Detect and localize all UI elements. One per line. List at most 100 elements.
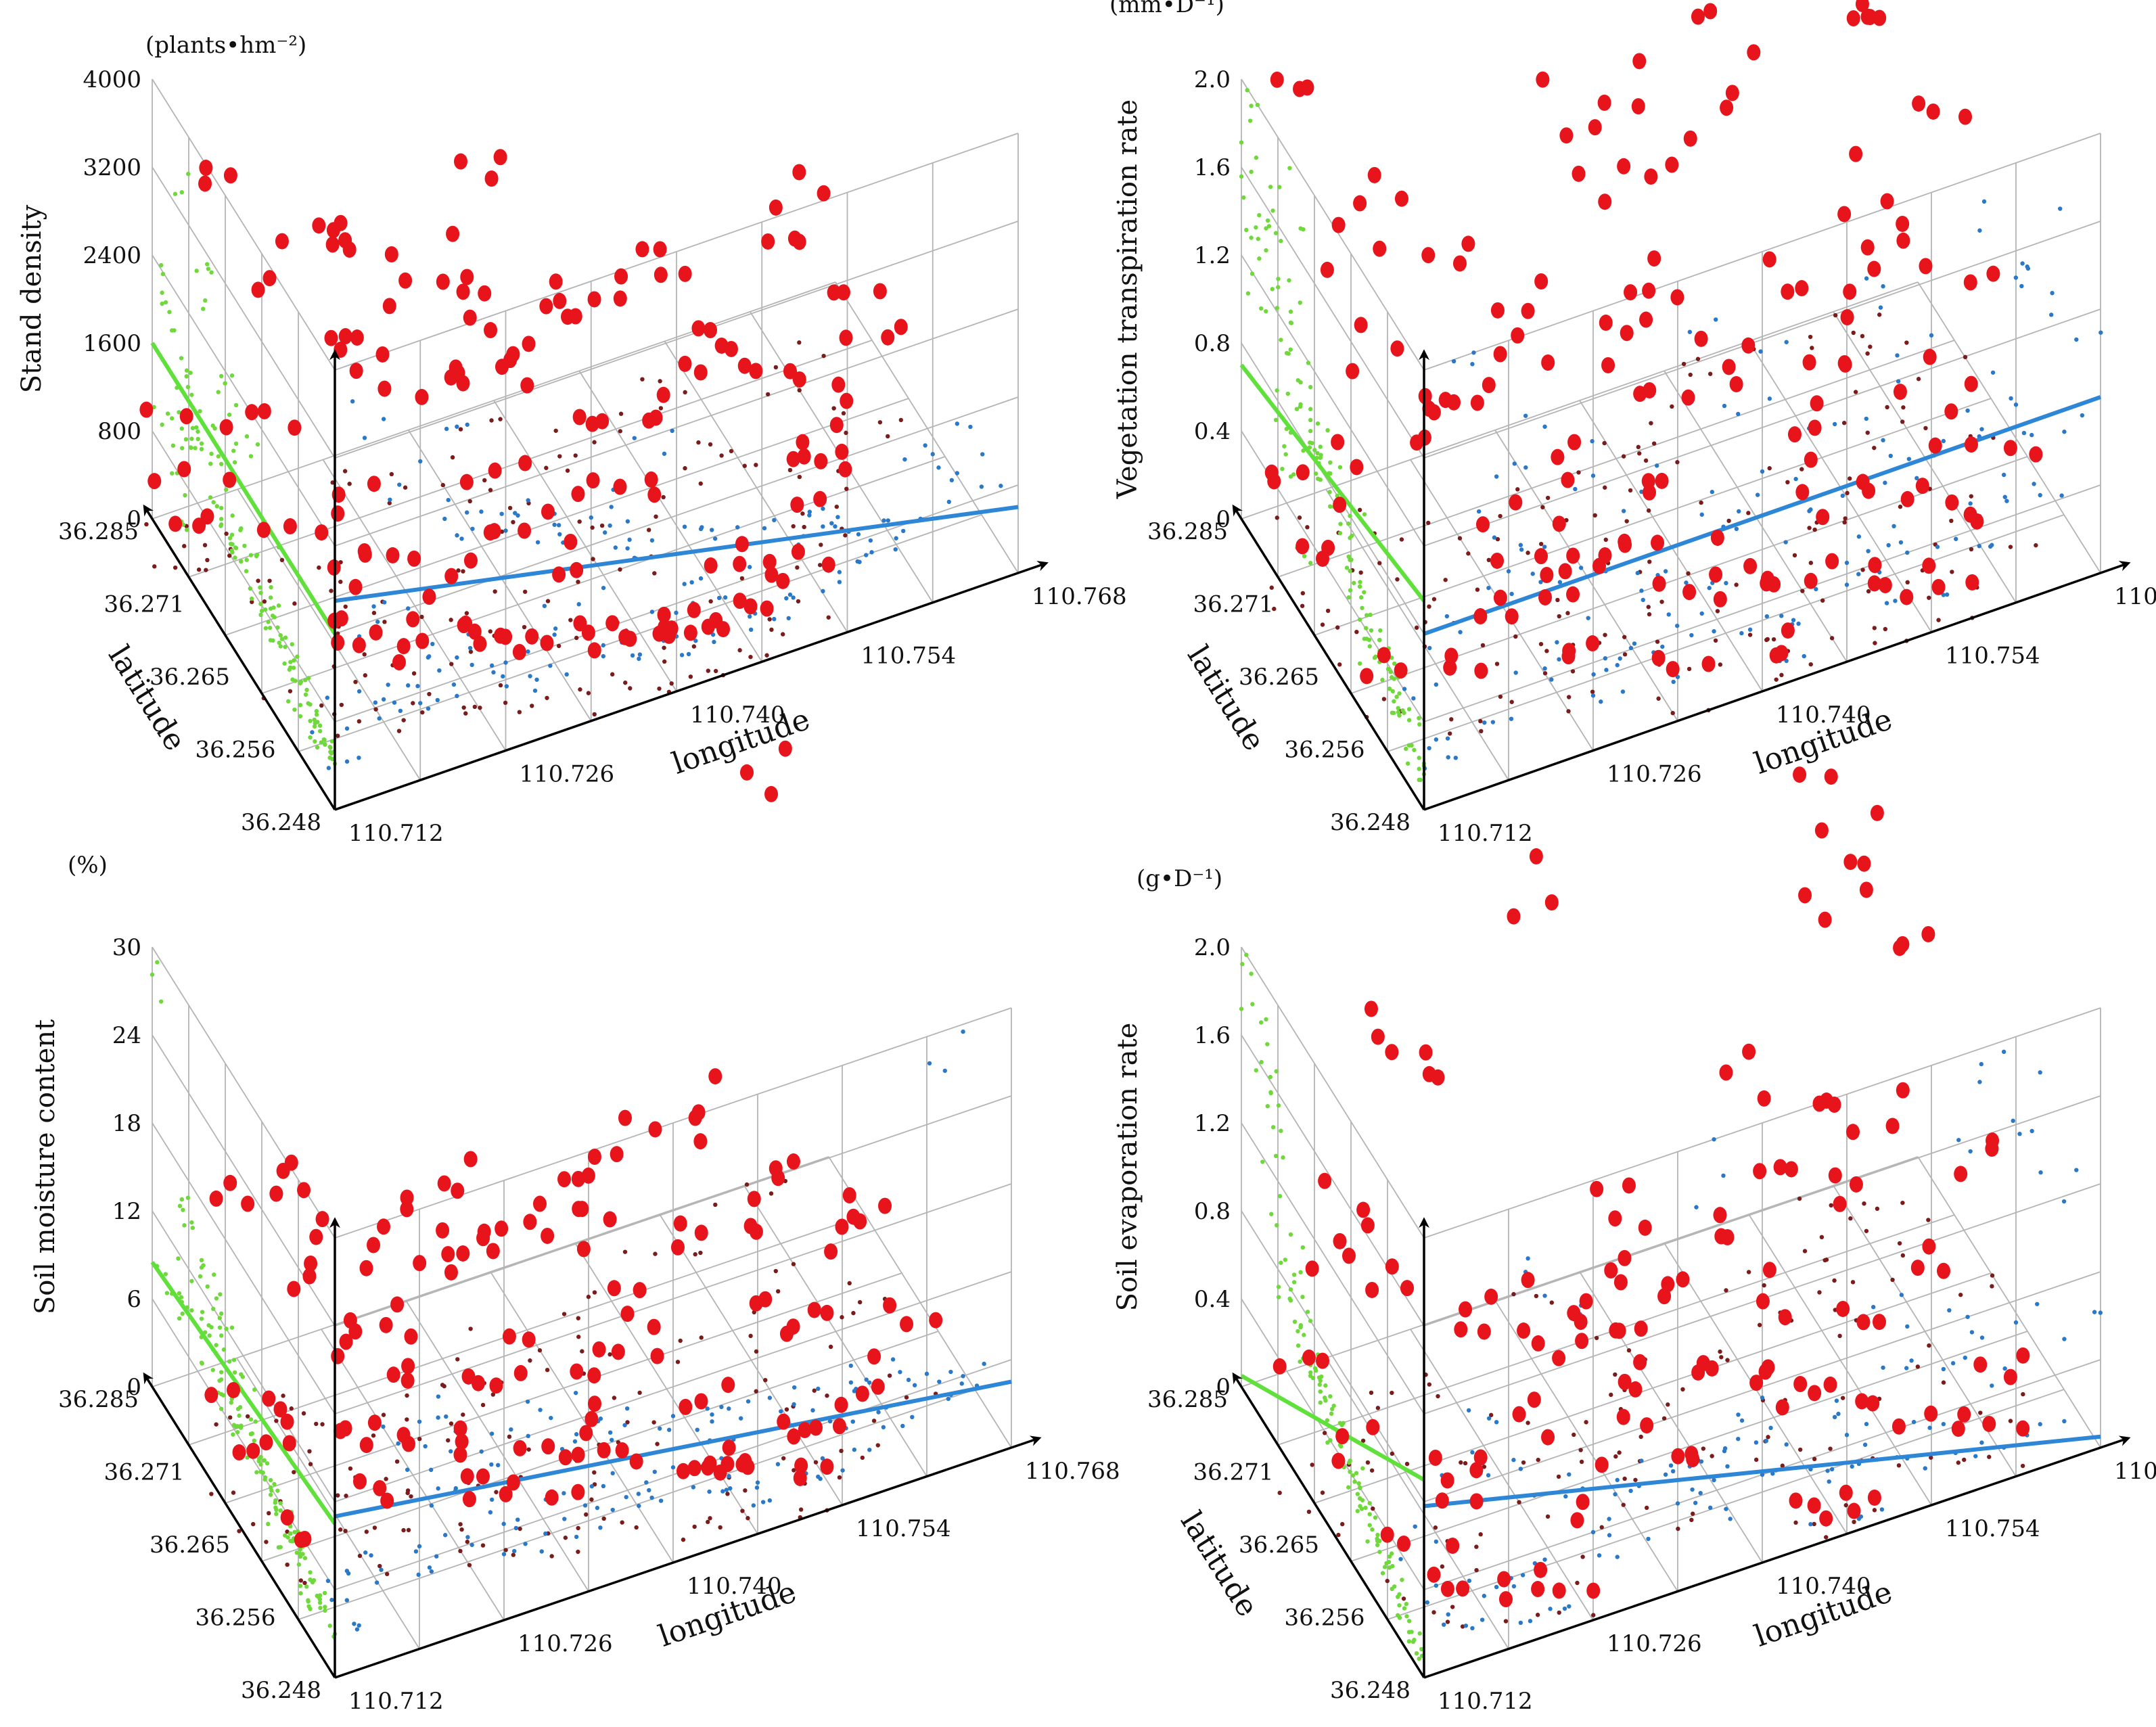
data-point xyxy=(367,1237,381,1253)
xz-projection-point xyxy=(190,1225,195,1230)
data-point xyxy=(703,1455,717,1472)
yz-projection-point xyxy=(848,1363,853,1368)
xz-projection-point xyxy=(308,1570,313,1575)
xz-projection-point xyxy=(1346,595,1351,600)
data-point xyxy=(835,443,849,460)
data-point xyxy=(1762,251,1776,268)
xz-projection-point xyxy=(1305,1310,1310,1314)
floor-projection-point xyxy=(545,695,549,700)
yz-projection-point xyxy=(459,536,464,541)
yz-projection-point xyxy=(1621,509,1626,513)
floor-projection-point xyxy=(382,620,387,624)
data-point xyxy=(694,1393,708,1410)
xz-projection-point xyxy=(233,402,239,408)
data-point xyxy=(380,1492,394,1509)
y-tick-label: 36.256 xyxy=(1285,737,1365,764)
xz-projection-point xyxy=(1404,1614,1409,1619)
data-point xyxy=(545,1489,559,1506)
floor-projection-point xyxy=(490,1392,496,1397)
floor-projection-point xyxy=(237,1529,242,1534)
data-point xyxy=(1446,1537,1460,1554)
yz-projection-point xyxy=(1486,1416,1492,1421)
floor-projection-point xyxy=(1904,340,1909,345)
data-point xyxy=(451,365,465,382)
yz-projection-point xyxy=(1836,1411,1841,1417)
data-point xyxy=(840,392,854,409)
data-point xyxy=(1922,1238,1936,1255)
data-point xyxy=(1586,1582,1601,1599)
data-point xyxy=(1741,337,1756,354)
xz-projection-point xyxy=(1310,1376,1316,1381)
data-point xyxy=(1747,44,1761,61)
data-point xyxy=(1572,165,1586,182)
x-floor-gridline xyxy=(743,1185,927,1477)
yz-projection-point xyxy=(1862,1442,1868,1447)
yz-projection-point xyxy=(1947,1308,1952,1313)
z-gridline-left xyxy=(1241,166,1425,459)
xz-projection-point xyxy=(1265,1042,1270,1046)
xz-projection-point xyxy=(229,548,234,553)
floor-projection-point xyxy=(1710,1454,1714,1458)
data-point xyxy=(436,273,450,290)
data-point xyxy=(1586,635,1600,652)
floor-projection-point xyxy=(419,614,424,620)
floor-projection-point xyxy=(357,719,362,724)
yz-projection-point xyxy=(1714,317,1718,322)
mean-data-points xyxy=(1264,0,2043,685)
floor-projection-point xyxy=(573,453,578,458)
data-point xyxy=(1385,1044,1399,1061)
floor-projection-point xyxy=(1872,626,1877,630)
yz-projection-point xyxy=(2059,493,2064,498)
xz-projection-point xyxy=(205,262,210,267)
xz-projection-point xyxy=(181,1207,185,1212)
floor-projection-point xyxy=(2021,1391,2025,1397)
data-point xyxy=(647,1318,661,1335)
yz-projection-point xyxy=(509,1427,513,1432)
data-point xyxy=(670,1239,685,1256)
yz-projection-point xyxy=(682,524,687,529)
floor-projection-point xyxy=(494,1490,499,1494)
floor-projection-point xyxy=(1427,1382,1432,1387)
xz-projection-point xyxy=(1328,504,1333,509)
floor-projection-point xyxy=(1445,1619,1450,1624)
floor-projection-point xyxy=(1963,354,1968,360)
z-tick-label: 3200 xyxy=(83,154,141,181)
data-point xyxy=(769,199,783,216)
floor-projection-point xyxy=(1542,671,1548,676)
data-point xyxy=(436,1222,450,1239)
xz-projection-point xyxy=(266,1521,271,1527)
data-point xyxy=(658,619,672,636)
floor-projection-point xyxy=(1873,641,1877,645)
yz-projection-point xyxy=(1808,1522,1813,1527)
xz-projection-point xyxy=(1328,1394,1333,1399)
floor-projection-point xyxy=(267,1511,271,1516)
yz-projection-point xyxy=(1904,1366,1909,1371)
xz-projection-point xyxy=(1277,185,1282,189)
xz-projection-point xyxy=(1350,1473,1356,1478)
floor-projection-point xyxy=(1637,451,1642,456)
data-point xyxy=(1377,647,1391,664)
y-tick-label: 36.248 xyxy=(241,1677,321,1704)
yz-projection-point xyxy=(624,1406,630,1411)
yz-projection-point xyxy=(1941,438,1946,444)
yz-projection-point xyxy=(595,1505,600,1511)
data-point xyxy=(1316,1352,1330,1369)
yz-projection-point xyxy=(354,1627,360,1632)
data-point xyxy=(1775,1399,1789,1416)
data-point xyxy=(1331,216,1346,233)
xz-projection-point xyxy=(288,1531,293,1536)
floor-projection-point xyxy=(347,482,352,486)
xz-projection-point xyxy=(1264,248,1268,253)
yz-projection-point xyxy=(548,663,553,668)
floor-projection-point xyxy=(1544,649,1549,653)
data-point xyxy=(461,1368,476,1385)
x-tick-label: 110.726 xyxy=(518,1630,613,1657)
xz-projection-point xyxy=(1275,388,1279,393)
yz-projection-point xyxy=(1526,1256,1530,1261)
yz-projection-point xyxy=(1557,580,1563,584)
x-floor-gridline xyxy=(1410,1329,1594,1621)
xz-projection-point xyxy=(224,1327,229,1331)
yz-projection-point xyxy=(630,653,635,658)
xz-projection-point xyxy=(239,559,244,564)
